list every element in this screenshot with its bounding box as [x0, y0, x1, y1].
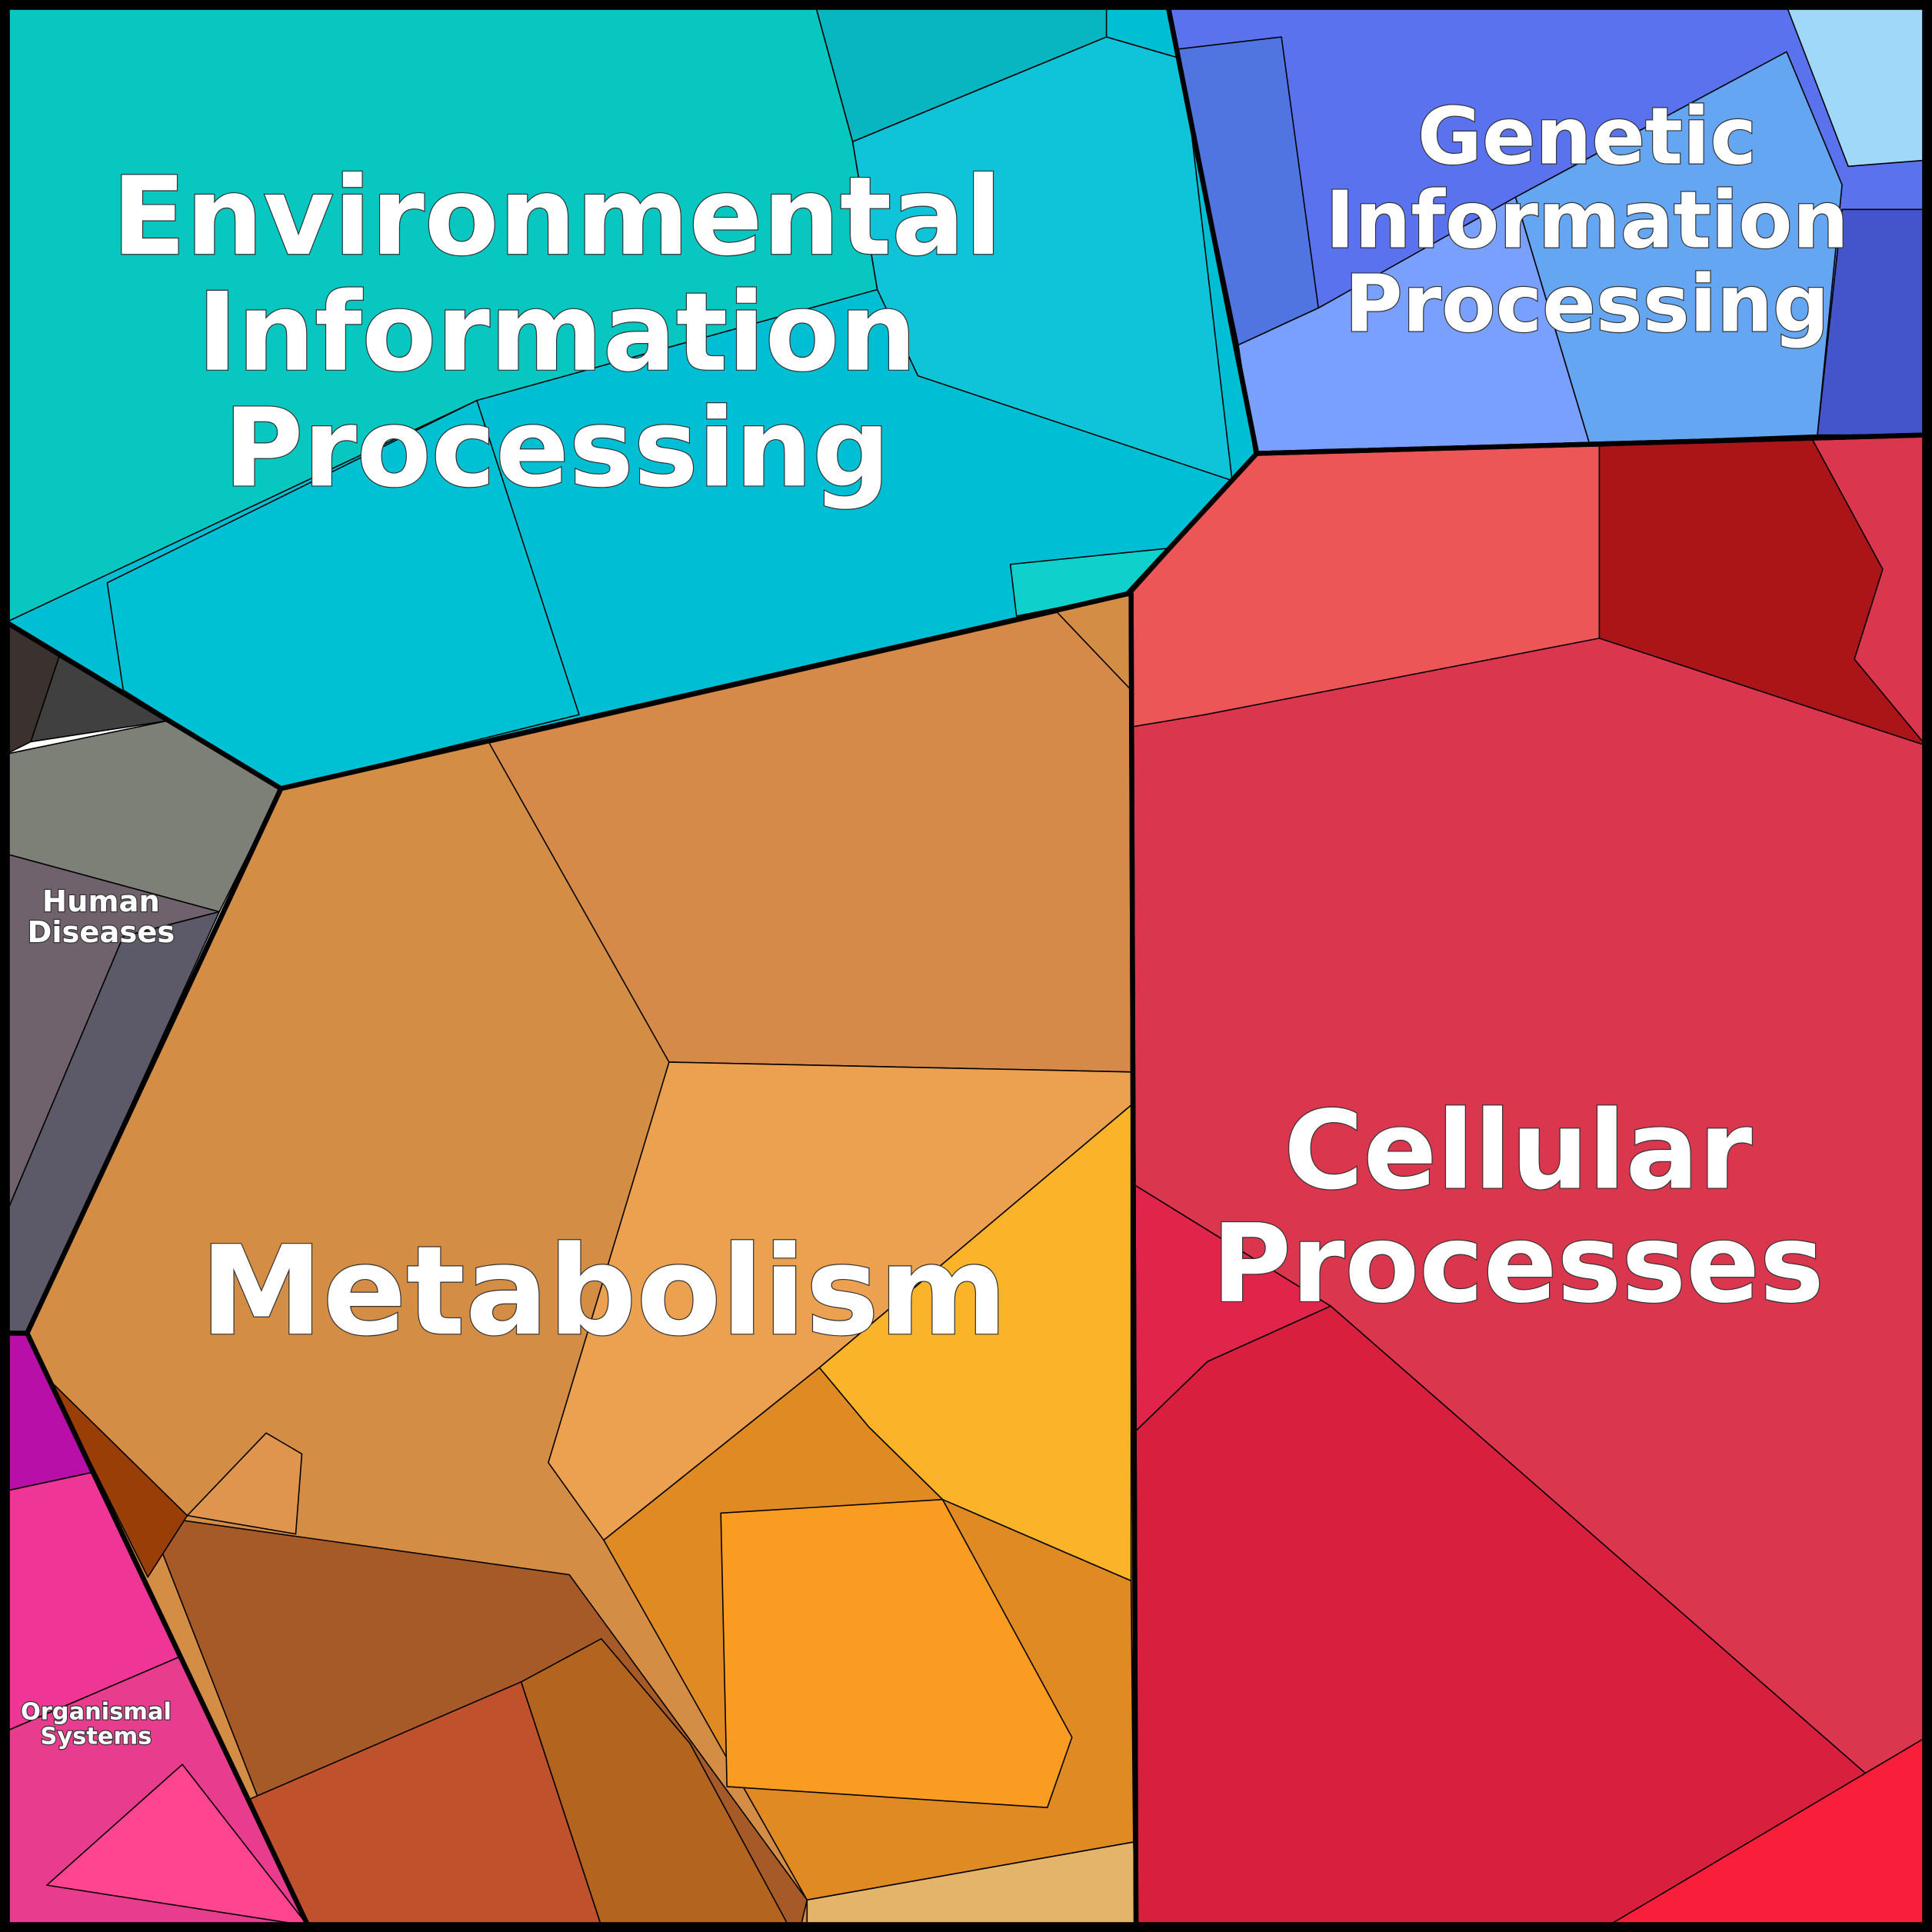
region-label: Organismal — [21, 1698, 172, 1725]
cell — [520, 1637, 790, 1927]
region-label: Information — [197, 270, 916, 396]
cell — [46, 1764, 309, 1927]
region-label: Human — [42, 884, 160, 919]
region-label: Genetic — [1417, 92, 1757, 183]
region-label: Information — [1325, 175, 1848, 266]
labels: EnvironmentalInformationProcessingGeneti… — [20, 90, 1850, 1750]
cell — [106, 399, 580, 790]
cell — [186, 1432, 303, 1535]
region-label: Processing — [224, 385, 890, 511]
region-label: Metabolism — [200, 1219, 1008, 1363]
region-label: Environmental — [112, 154, 1001, 280]
region-label: Processing — [1344, 258, 1829, 350]
region-label: Processes — [1212, 1201, 1824, 1327]
region-label: Diseases — [27, 915, 175, 950]
cell — [720, 1498, 1073, 1808]
region-label: Systems — [41, 1723, 152, 1750]
region-label: Cellular — [1284, 1088, 1753, 1214]
cells — [5, 5, 1927, 1927]
